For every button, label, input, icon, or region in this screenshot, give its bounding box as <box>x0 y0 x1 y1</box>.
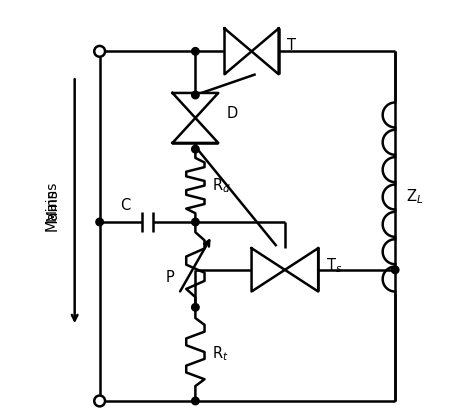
Circle shape <box>191 397 199 405</box>
Text: R$_d$: R$_d$ <box>212 176 231 195</box>
Circle shape <box>392 266 399 274</box>
Polygon shape <box>252 248 285 292</box>
Circle shape <box>191 218 199 226</box>
Text: D: D <box>227 106 238 121</box>
Polygon shape <box>173 93 218 118</box>
Circle shape <box>94 46 105 57</box>
Polygon shape <box>252 28 279 74</box>
Text: T: T <box>287 38 296 53</box>
Circle shape <box>94 396 105 406</box>
Circle shape <box>191 48 199 55</box>
Text: P: P <box>166 270 174 285</box>
Text: Mains: Mains <box>44 188 59 231</box>
Circle shape <box>191 304 199 311</box>
Circle shape <box>96 218 103 226</box>
Text: Mains: Mains <box>45 181 59 221</box>
Circle shape <box>191 145 199 153</box>
Polygon shape <box>173 118 218 143</box>
Polygon shape <box>225 28 252 74</box>
Text: C: C <box>120 198 131 213</box>
Text: T$_s$: T$_s$ <box>327 256 343 275</box>
Text: Z$_L$: Z$_L$ <box>406 188 423 207</box>
Polygon shape <box>285 248 318 292</box>
Text: R$_t$: R$_t$ <box>212 345 228 364</box>
Circle shape <box>191 91 199 99</box>
